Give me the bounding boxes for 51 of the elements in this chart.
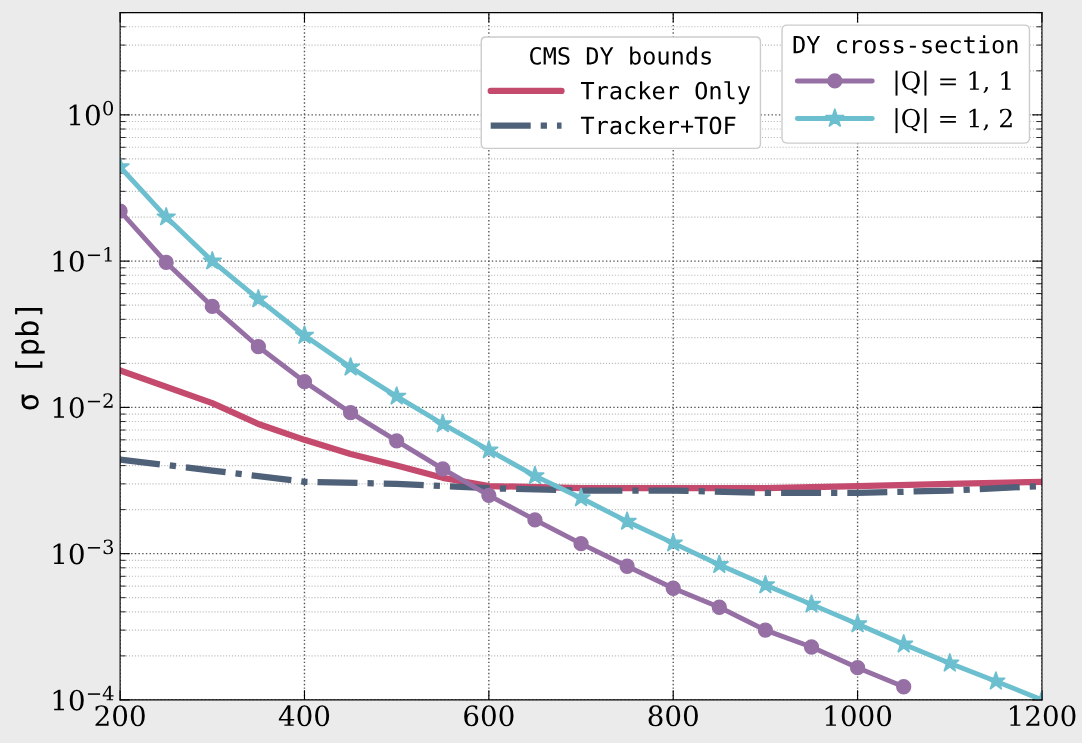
point: [665, 580, 681, 596]
annotation: DY cross-section: [793, 35, 1018, 54]
point: [389, 433, 405, 449]
y-tick-label: 10$^{−2}$: [53, 393, 113, 419]
point: [435, 461, 451, 477]
annotation: CMS DY bounds: [530, 46, 711, 65]
point: [342, 405, 359, 421]
legend-label: Tracker Only: [580, 81, 751, 105]
y-tick-label: 10$^{−1}$: [53, 246, 112, 272]
point: [527, 512, 543, 528]
point: [204, 298, 220, 315]
point: [294, 325, 315, 345]
point: [617, 511, 638, 531]
point: [202, 250, 223, 270]
y-tick-label: 10$^{−3}$: [53, 539, 114, 565]
legend-label: Tracker+TOF: [580, 116, 736, 135]
point: [524, 465, 545, 485]
point: [893, 633, 914, 653]
x-tick-label: 400: [278, 705, 330, 727]
point: [757, 622, 774, 638]
point: [896, 679, 912, 695]
point: [663, 532, 684, 552]
point: [571, 487, 591, 507]
point: [573, 536, 589, 552]
point: [296, 373, 313, 390]
point: [709, 554, 730, 574]
point: [849, 660, 866, 676]
x-tick-label: 800: [648, 705, 698, 727]
point: [158, 254, 174, 271]
point: [847, 613, 868, 633]
point: [156, 206, 177, 226]
point: [755, 574, 776, 594]
point: [803, 639, 820, 655]
point: [386, 385, 407, 405]
point: [711, 599, 727, 615]
point: [801, 593, 822, 613]
y-tick-label: 10$^{0}$: [69, 100, 114, 126]
legend-label: |Q| = 1, 1: [895, 70, 1011, 96]
y-axis-title: σ [pb]: [15, 307, 45, 410]
point: [248, 288, 269, 308]
point: [478, 439, 499, 459]
point: [481, 487, 497, 504]
point: [619, 558, 635, 574]
point: [432, 413, 453, 433]
x-tick-label: 1000: [825, 705, 892, 727]
point: [250, 339, 267, 355]
x-tick-label: 1200: [1010, 705, 1076, 727]
point: [340, 356, 361, 376]
legend-label: |Q| = 1, 2: [895, 108, 1012, 134]
point: [939, 652, 960, 672]
x-tick-label: 600: [464, 705, 514, 727]
